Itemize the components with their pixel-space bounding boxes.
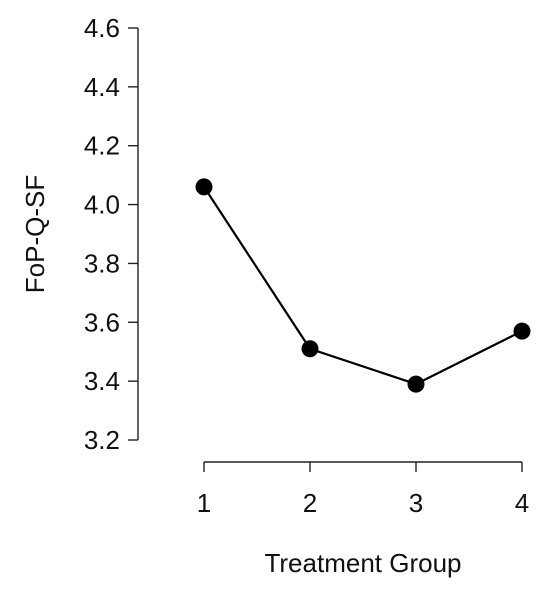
y-axis: 3.2 3.4 3.6 3.8 4.0 4.2 4.4 4.6 (84, 13, 139, 455)
x-tick-label: 1 (197, 488, 211, 518)
data-point (301, 340, 319, 358)
y-tick-label: 3.8 (84, 248, 120, 278)
data-point (513, 322, 531, 340)
series (195, 178, 531, 393)
y-tick-label: 4.4 (84, 72, 120, 102)
y-tick-label: 4.6 (84, 13, 120, 43)
x-axis-title: Treatment Group (264, 548, 461, 578)
y-axis-title: FoP-Q-SF (20, 175, 50, 293)
data-point (195, 178, 213, 196)
data-point (407, 375, 425, 393)
x-tick-label: 2 (303, 488, 317, 518)
y-tick-label: 4.0 (84, 190, 120, 220)
series-line (203, 186, 523, 386)
x-tick-label: 3 (409, 488, 423, 518)
x-axis: 1 2 3 4 (197, 461, 529, 518)
y-tick-label: 3.2 (84, 425, 120, 455)
y-tick-label: 3.6 (84, 307, 120, 337)
y-tick-label: 4.2 (84, 131, 120, 161)
y-tick-label: 3.4 (84, 366, 120, 396)
x-tick-label: 4 (515, 488, 529, 518)
